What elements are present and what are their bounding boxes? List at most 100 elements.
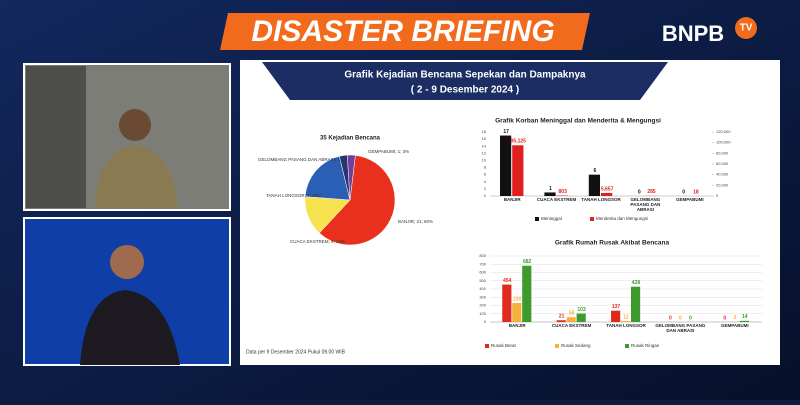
y2-tick-label: 80,000 [716,150,729,155]
y2-tick-label: 20,000 [716,182,729,187]
data-label: 803 [559,189,568,195]
data-label: 0 [669,315,672,321]
x-tick-label: GELOMBANG PASANG DAN ABRASI [623,198,667,213]
legend-swatch [485,344,489,348]
data-label: 1 [549,186,552,192]
y2-tick-label: 120,000 [716,129,731,134]
x-tick-label: CUACA EKSTREM [534,198,578,203]
y-tick-label: 800 [479,253,486,258]
data-label: 17 [503,129,509,135]
x-tick-label-box: TANAH LONGSOR [579,198,623,218]
y2-tick-label: 100,000 [716,140,731,145]
legend-swatch [625,344,629,348]
broadcast-title: DISASTER BRIEFING [251,15,554,48]
legend-label: Rusak Sedang [561,343,591,348]
x-tick-label-box: BANJIR [490,324,544,344]
speaker-head [119,109,151,141]
data-label: 0 [638,189,641,195]
bar [611,311,620,322]
data-label: 0 [679,315,682,321]
chart-title: Grafik Korban Meninggal dan Menderita & … [495,118,661,125]
y-tick-label: 16 [482,136,487,141]
data-label: 230 [513,296,522,302]
data-label: 6 [594,168,597,174]
bar [589,175,600,196]
data-label: 103 [577,307,586,313]
legend-swatch [535,217,539,221]
data-label: 285 [647,189,656,195]
bar [512,145,523,196]
bar [557,320,566,322]
x-tick-label: BANJIR [490,324,544,329]
x-tick-label: TANAH LONGSOR [579,198,623,203]
bar [502,285,511,322]
chart-title: Grafik Rumah Rusak Akibat Bencana [555,240,670,247]
x-tick-label-box: GELOMBANG PASANG DAN ABRASI [623,198,667,218]
legend-label: Rusak Ringan [631,343,660,348]
data-label: 3 [733,315,736,321]
y-tick-label: 100 [479,311,486,316]
data-label: 18 [693,189,699,195]
anchor-head [110,245,144,279]
video-bg [26,66,86,208]
bar [631,287,640,322]
x-tick-label-box: GELOMBANG PASANG DAN ABRASI [653,324,707,344]
bar [544,192,555,196]
slide-subtitle: ( 2 - 9 Desember 2024 ) [411,85,519,96]
y2-tick-label: 60,000 [716,161,729,166]
legend-swatch [555,344,559,348]
legend-label: Meninggal [541,216,562,221]
bar [601,193,612,196]
slice-label: TANAH LONGSOR; 7; 20% [266,193,321,198]
slice-label: GELOMBANG PASANG DAN ABRASI; 1; 3% [258,157,349,162]
data-label: 58 [569,311,575,317]
data-label: 5,657 [601,186,614,192]
chart-title: 35 Kejadian Bencana [320,136,381,142]
x-tick-label-box: BANJIR [490,198,534,218]
bar [621,321,630,322]
x-tick-label-box: CUACA EKSTREM [534,198,578,218]
data-label: 454 [503,278,512,284]
x-tick-label: GELOMBANG PASANG DAN ABRASI [653,324,707,334]
x-tick-label: CUACA EKSTREM [544,324,598,329]
bar [740,321,749,322]
x-tick-label: BANJIR [490,198,534,203]
y-tick-label: 200 [479,303,486,308]
x-tick-label: TANAH LONGSOR [599,324,653,329]
data-label: 0 [723,315,726,321]
y-tick-label: 300 [479,294,486,299]
bar [567,317,576,322]
bar [522,266,531,322]
x-tick-label-box: GEMPABUMI [668,198,712,218]
bar [500,136,511,196]
logo: BNPB [662,21,724,46]
y2-tick-label: 40,000 [716,172,729,177]
x-tick-label: GEMPABUMI [708,324,762,329]
slice-label: CUACA EKSTREM; 5; 14% [290,239,345,244]
data-label: 14 [742,314,748,320]
data-label: 21 [559,314,565,320]
slice-label: BANJIR; 21; 60% [398,219,433,224]
y-tick-label: 500 [479,278,486,283]
data-label: 682 [523,259,532,265]
slide-footer: Data per 9 Desember 2024 Pukul 09.00 WIB [246,349,346,355]
legend-swatch [590,217,594,221]
legend-label: Rusak Berat [491,343,517,348]
slice-label: GEMPABUMI; 1; 3% [368,149,409,154]
data-label: 0 [682,189,685,195]
data-label: 95,125 [511,139,527,145]
x-tick-label-box: TANAH LONGSOR [599,324,653,344]
x-tick-label: GEMPABUMI [668,198,712,203]
y-tick-label: 600 [479,270,486,275]
data-label: 428 [632,280,641,286]
y-tick-label: 18 [482,129,487,134]
y-tick-label: 14 [482,143,487,148]
bar [577,314,586,322]
data-label: 137 [612,304,621,310]
y-tick-label: 400 [479,286,486,291]
slide-title: Grafik Kejadian Bencana Sepekan dan Damp… [344,70,586,81]
logo-badge: TV [740,23,753,34]
legend-label: Menderita dan Mengungsi [596,216,648,221]
x-tick-label-box: GEMPABUMI [708,324,762,344]
